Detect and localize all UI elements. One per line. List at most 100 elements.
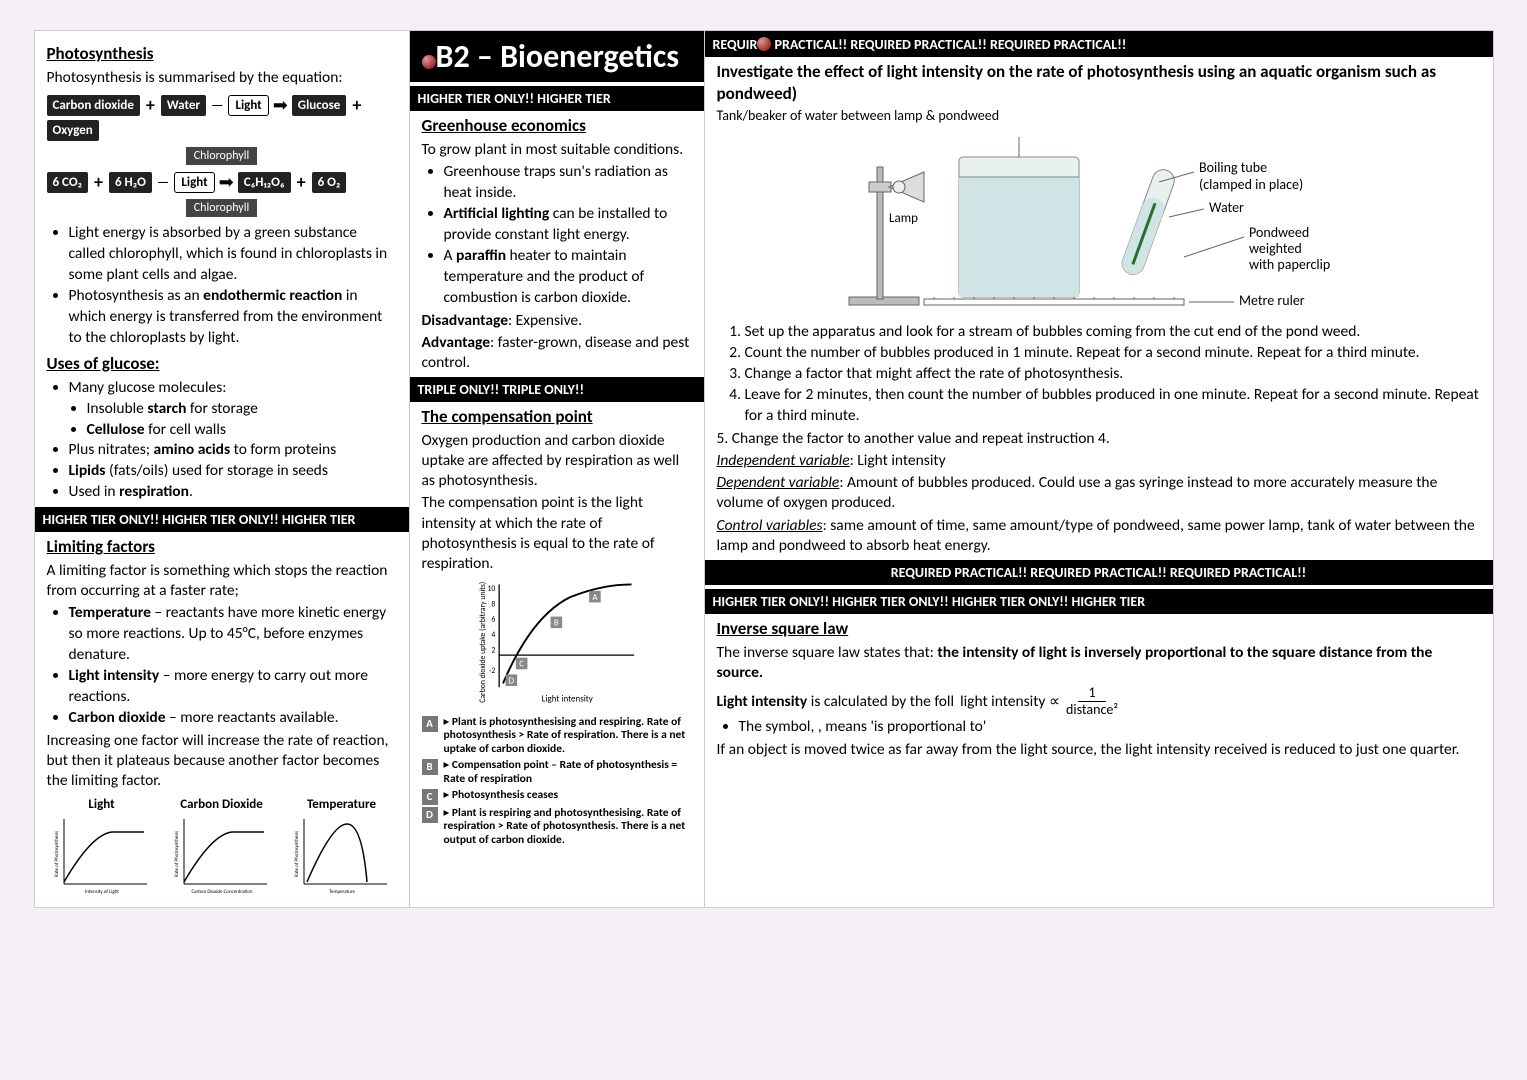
fraction-bottom: distance²	[1066, 702, 1118, 717]
comp-text-2: The compensation point is the light inte…	[422, 493, 692, 574]
key-text: ▸ Photosynthesis ceases	[444, 789, 559, 803]
key-a: A ▸ Plant is photosynthesising and respir…	[422, 716, 692, 757]
required-practical-bar: REQUIR PRACTICAL!! REQUIRED PRACTICAL!! …	[705, 31, 1493, 57]
higher-tier-bar: HIGHER TIER ONLY!! HIGHER TIER ONLY!! HI…	[705, 589, 1493, 614]
symbol-bullet: The symbol, , means 'is proportional to'	[717, 717, 1481, 738]
list-item: Temperature – reactants have more kineti…	[69, 603, 397, 666]
key-b: B▸ Compensation point – Rate of photosyn…	[422, 759, 692, 787]
svg-text:2: 2	[491, 647, 495, 656]
svg-text:10: 10	[487, 585, 495, 594]
control-variables: Control variables: same amount of time, …	[717, 516, 1481, 556]
list-item: Artificial lighting can be installed to …	[444, 204, 692, 246]
dash-icon: ―	[156, 173, 170, 192]
svg-text:Lamp: Lamp	[889, 211, 918, 226]
uses-bullets-2: Plus nitrates; amino acids to form prote…	[47, 440, 397, 503]
tag-6h2o: 6 H₂O	[109, 172, 152, 193]
plus-icon: +	[350, 94, 363, 116]
tag-light: Light	[228, 95, 268, 116]
svg-text:Rate of Photosynthesis: Rate of Photosynthesis	[54, 831, 60, 877]
practical-title: Investigate the effect of light intensit…	[717, 61, 1481, 105]
limiting-outro: Increasing one factor will increase the …	[47, 731, 397, 791]
list-item: Carbon dioxide – more reactants availabl…	[69, 708, 397, 729]
heading-greenhouse: Greenhouse economics	[422, 115, 692, 136]
key-text: ▸ Plant is photosynthesising and respiri…	[444, 716, 692, 757]
tag-6o2: 6 O₂	[312, 172, 347, 193]
svg-text:Temperature: Temperature	[328, 889, 355, 894]
graph-temp: Temperature Temperature Rate of Photosyn…	[292, 797, 392, 899]
key-badge: B	[422, 759, 438, 775]
svg-text:Intensity of Light: Intensity of Light	[85, 889, 119, 894]
list-item: Light energy is absorbed by a green subs…	[69, 223, 397, 286]
svg-text:8: 8	[491, 600, 495, 609]
fraction: 1 distance²	[1066, 685, 1118, 717]
list-item: Used in respiration.	[69, 482, 397, 503]
tag-6co2: 6 CO₂	[47, 172, 89, 193]
list-item: Plus nitrates; amino acids to form prote…	[69, 440, 397, 461]
step-5: 5. Change the factor to another value an…	[717, 429, 1481, 449]
word-equation: Carbon dioxide + Water ― Light ➡ Glucose…	[47, 94, 397, 141]
method-steps: Set up the apparatus and look for a stre…	[717, 322, 1481, 427]
tag-co2: Carbon dioxide	[47, 95, 140, 116]
compensation-graph: A B C D Carbon dioxide uptake (arbitrary…	[422, 578, 692, 712]
graph-label: Temperature	[292, 797, 392, 812]
greenhouse-bullets: Greenhouse traps sun's radiation as heat…	[422, 162, 692, 308]
inverse-square-text-2: If an object is moved twice as far away …	[717, 740, 1481, 760]
list-item: Count the number of bubbles produced in …	[745, 343, 1481, 364]
column-practical: REQUIR PRACTICAL!! REQUIRED PRACTICAL!! …	[705, 31, 1493, 907]
plus-icon: +	[295, 171, 308, 193]
svg-text:(clamped in place): (clamped in place)	[1199, 176, 1303, 193]
arrow-icon: ➡	[219, 171, 234, 193]
heading-photosynthesis: Photosynthesis	[47, 43, 397, 64]
chlorophyll-label-wrap: Chlorophyll	[47, 197, 397, 217]
chlorophyll-label: Chlorophyll	[186, 147, 257, 165]
pin-icon	[422, 55, 436, 69]
key-badge: D	[422, 807, 438, 823]
higher-tier-bar: HIGHER TIER ONLY!! HIGHER TIER ONLY!! HI…	[35, 507, 409, 532]
list-item: A paraffin heater to maintain temperatur…	[444, 246, 692, 309]
formula-lhs: light intensity ∝	[960, 692, 1060, 711]
graph-label: Carbon Dioxide	[172, 797, 272, 812]
graph-light: Light Intensity of Light Rate of Photosy…	[52, 797, 152, 899]
list-item: The symbol, , means 'is proportional to'	[739, 717, 1481, 738]
graph-svg: Temperature Rate of Photosynthesis	[292, 814, 392, 894]
svg-text:C: C	[519, 659, 524, 670]
summary-text: Photosynthesis is summarised by the equa…	[47, 68, 397, 88]
triple-only-bar: TRIPLE ONLY!! TRIPLE ONLY!!	[410, 377, 704, 402]
tag-glucose: Glucose	[292, 95, 347, 116]
plus-icon: +	[144, 94, 157, 116]
limiting-graphs: Light Intensity of Light Rate of Photosy…	[47, 797, 397, 899]
svg-text:D: D	[508, 675, 514, 686]
list-item: Light intensity – more energy to carry o…	[69, 666, 397, 708]
key-d: D ▸ Plant is respiring and photosynthesis…	[422, 807, 692, 848]
tag-water: Water	[161, 95, 206, 116]
title-bar: B2 – Bioenergetics	[410, 31, 704, 82]
arrow-icon: ➡	[273, 94, 288, 116]
svg-text:Water: Water	[1209, 199, 1244, 216]
list-item: Greenhouse traps sun's radiation as heat…	[444, 162, 692, 204]
key-c: C ▸ Photosynthesis ceases	[422, 789, 692, 805]
list-item: Insoluble starch for storage	[87, 399, 397, 420]
disadvantage: Disadvantage: Expensive.	[422, 311, 692, 331]
inverse-square-formula: Light intensity is calculated by the fol…	[717, 685, 1481, 717]
svg-text:4: 4	[491, 631, 495, 640]
column-bioenergetics: B2 – Bioenergetics HIGHER TIER ONLY!! HI…	[410, 31, 705, 907]
svg-text:Rate of Photosynthesis: Rate of Photosynthesis	[294, 831, 300, 877]
key-badge: A	[422, 716, 438, 732]
tag-light: Light	[174, 172, 214, 193]
symbol-equation: 6 CO₂ + 6 H₂O ― Light ➡ C₆H₁₂O₆ + 6 O₂	[47, 171, 397, 193]
advantage: Advantage: faster-grown, disease and pes…	[422, 333, 692, 373]
fraction-top: 1	[1078, 685, 1105, 701]
inverse-square-text: The inverse square law states that: the …	[717, 643, 1481, 683]
svg-text:Boiling tube: Boiling tube	[1199, 159, 1267, 176]
comp-graph-svg: A B C D Carbon dioxide uptake (arbitrary…	[467, 578, 647, 707]
apparatus-caption: Tank/beaker of water between lamp & pond…	[717, 107, 1481, 125]
uses-sub-bullets: Insoluble starch for storage Cellulose f…	[47, 399, 397, 441]
graph-co2: Carbon Dioxide Carbon Dioxide Concentrat…	[172, 797, 272, 899]
limiting-bullets: Temperature – reactants have more kineti…	[47, 603, 397, 729]
tag-c6h12o6: C₆H₁₂O₆	[238, 172, 291, 193]
key-text: ▸ Plant is respiring and photosynthesisi…	[444, 807, 692, 848]
photo-bullets: Light energy is absorbed by a green subs…	[47, 223, 397, 349]
key-badge: C	[422, 789, 438, 805]
graph-label: Light	[52, 797, 152, 812]
heading-inverse-square: Inverse square law	[717, 618, 1481, 639]
